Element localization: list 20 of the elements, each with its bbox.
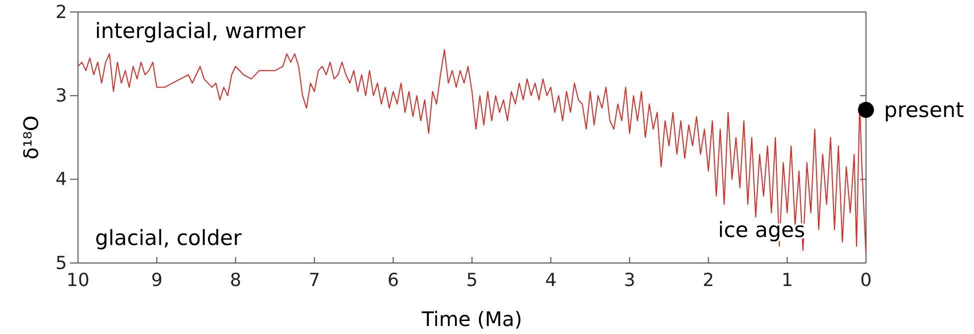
y-tick-label: 4 [56,169,67,190]
x-axis-title: Time (Ma) [420,307,522,331]
annotation: present [884,98,964,122]
x-tick-label: 5 [466,270,478,291]
annotation: glacial, colder [95,226,242,250]
x-tick-label: 0 [860,270,872,291]
x-tick-label: 10 [66,270,90,291]
x-tick-label: 6 [387,270,399,291]
y-axis-title: δ¹⁸O [19,115,43,160]
y-tick-label: 5 [56,252,67,274]
y-tick-label: 3 [56,85,67,106]
y-tick-label: 2 [56,2,67,23]
x-tick-label: 2 [702,270,714,291]
x-tick-label: 3 [624,270,636,291]
x-tick-label: 8 [230,270,242,291]
x-tick-label: 7 [308,270,320,291]
x-tick-label: 4 [545,270,557,291]
x-tick-label: 1 [781,270,793,291]
x-tick-label: 9 [151,270,163,291]
annotation: interglacial, warmer [95,19,306,43]
